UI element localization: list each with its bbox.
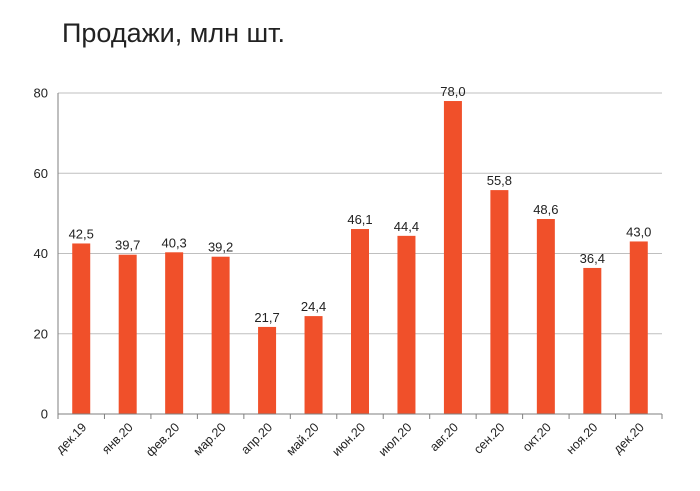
bar [258, 326, 277, 414]
data-label: 78,0 [440, 84, 465, 99]
y-tick-label: 40 [34, 246, 48, 261]
bar [629, 241, 648, 414]
data-label: 43,0 [626, 224, 651, 239]
y-tick-label: 0 [41, 407, 48, 422]
x-tick-label: янв.20 [99, 420, 136, 457]
x-tick-label: фев.20 [143, 420, 182, 459]
bar [72, 243, 91, 414]
x-tick-label: мар.20 [191, 420, 229, 458]
x-tick-label: апр.20 [238, 420, 275, 457]
x-axis: дек.19 янв.20 фев.20 мар.20 апр.20 май.20 июн.… [53, 413, 663, 459]
bar [397, 235, 416, 414]
x-tick-label: ноя.20 [564, 420, 601, 457]
x-tick-label: май.20 [284, 420, 322, 458]
x-tick-label: дек.19 [53, 420, 89, 456]
bar [490, 190, 509, 414]
data-label: 39,2 [208, 240, 233, 255]
x-tick-label: авг.20 [427, 420, 461, 454]
data-label: 21,7 [254, 310, 279, 325]
bar [536, 218, 555, 414]
data-label: 24,4 [301, 299, 326, 314]
data-label: 46,1 [347, 212, 372, 227]
x-tick-label: июн.20 [329, 420, 368, 459]
x-tick-label: окт.20 [520, 420, 554, 454]
bar [118, 254, 137, 414]
data-label: 48,6 [533, 202, 558, 217]
y-tick-label: 20 [34, 326, 48, 341]
bar [583, 267, 602, 414]
x-tick-label: дек.20 [611, 420, 647, 456]
data-label: 39,7 [115, 238, 140, 253]
y-axis: 0 20 40 60 80 [34, 86, 59, 422]
data-labels: 42,5 39,7 40,3 39,2 21,7 24,4 46,1 44,4 78,0 55,8… [69, 84, 652, 325]
x-tick-label: сен.20 [471, 420, 507, 456]
bar [165, 252, 184, 414]
bars [72, 101, 648, 415]
data-label: 36,4 [580, 251, 605, 266]
bar [351, 229, 369, 414]
y-tick-label: 80 [34, 86, 48, 101]
data-label: 55,8 [487, 173, 512, 188]
y-tick-label: 60 [34, 166, 48, 181]
data-label: 44,4 [394, 219, 419, 234]
data-label: 42,5 [69, 226, 94, 241]
bar [304, 316, 323, 414]
x-tick-label: июл.20 [376, 420, 415, 459]
chart-title: Продажи, млн шт. [62, 18, 286, 48]
bar [211, 256, 230, 414]
bar [443, 101, 462, 415]
data-label: 40,3 [161, 235, 186, 250]
